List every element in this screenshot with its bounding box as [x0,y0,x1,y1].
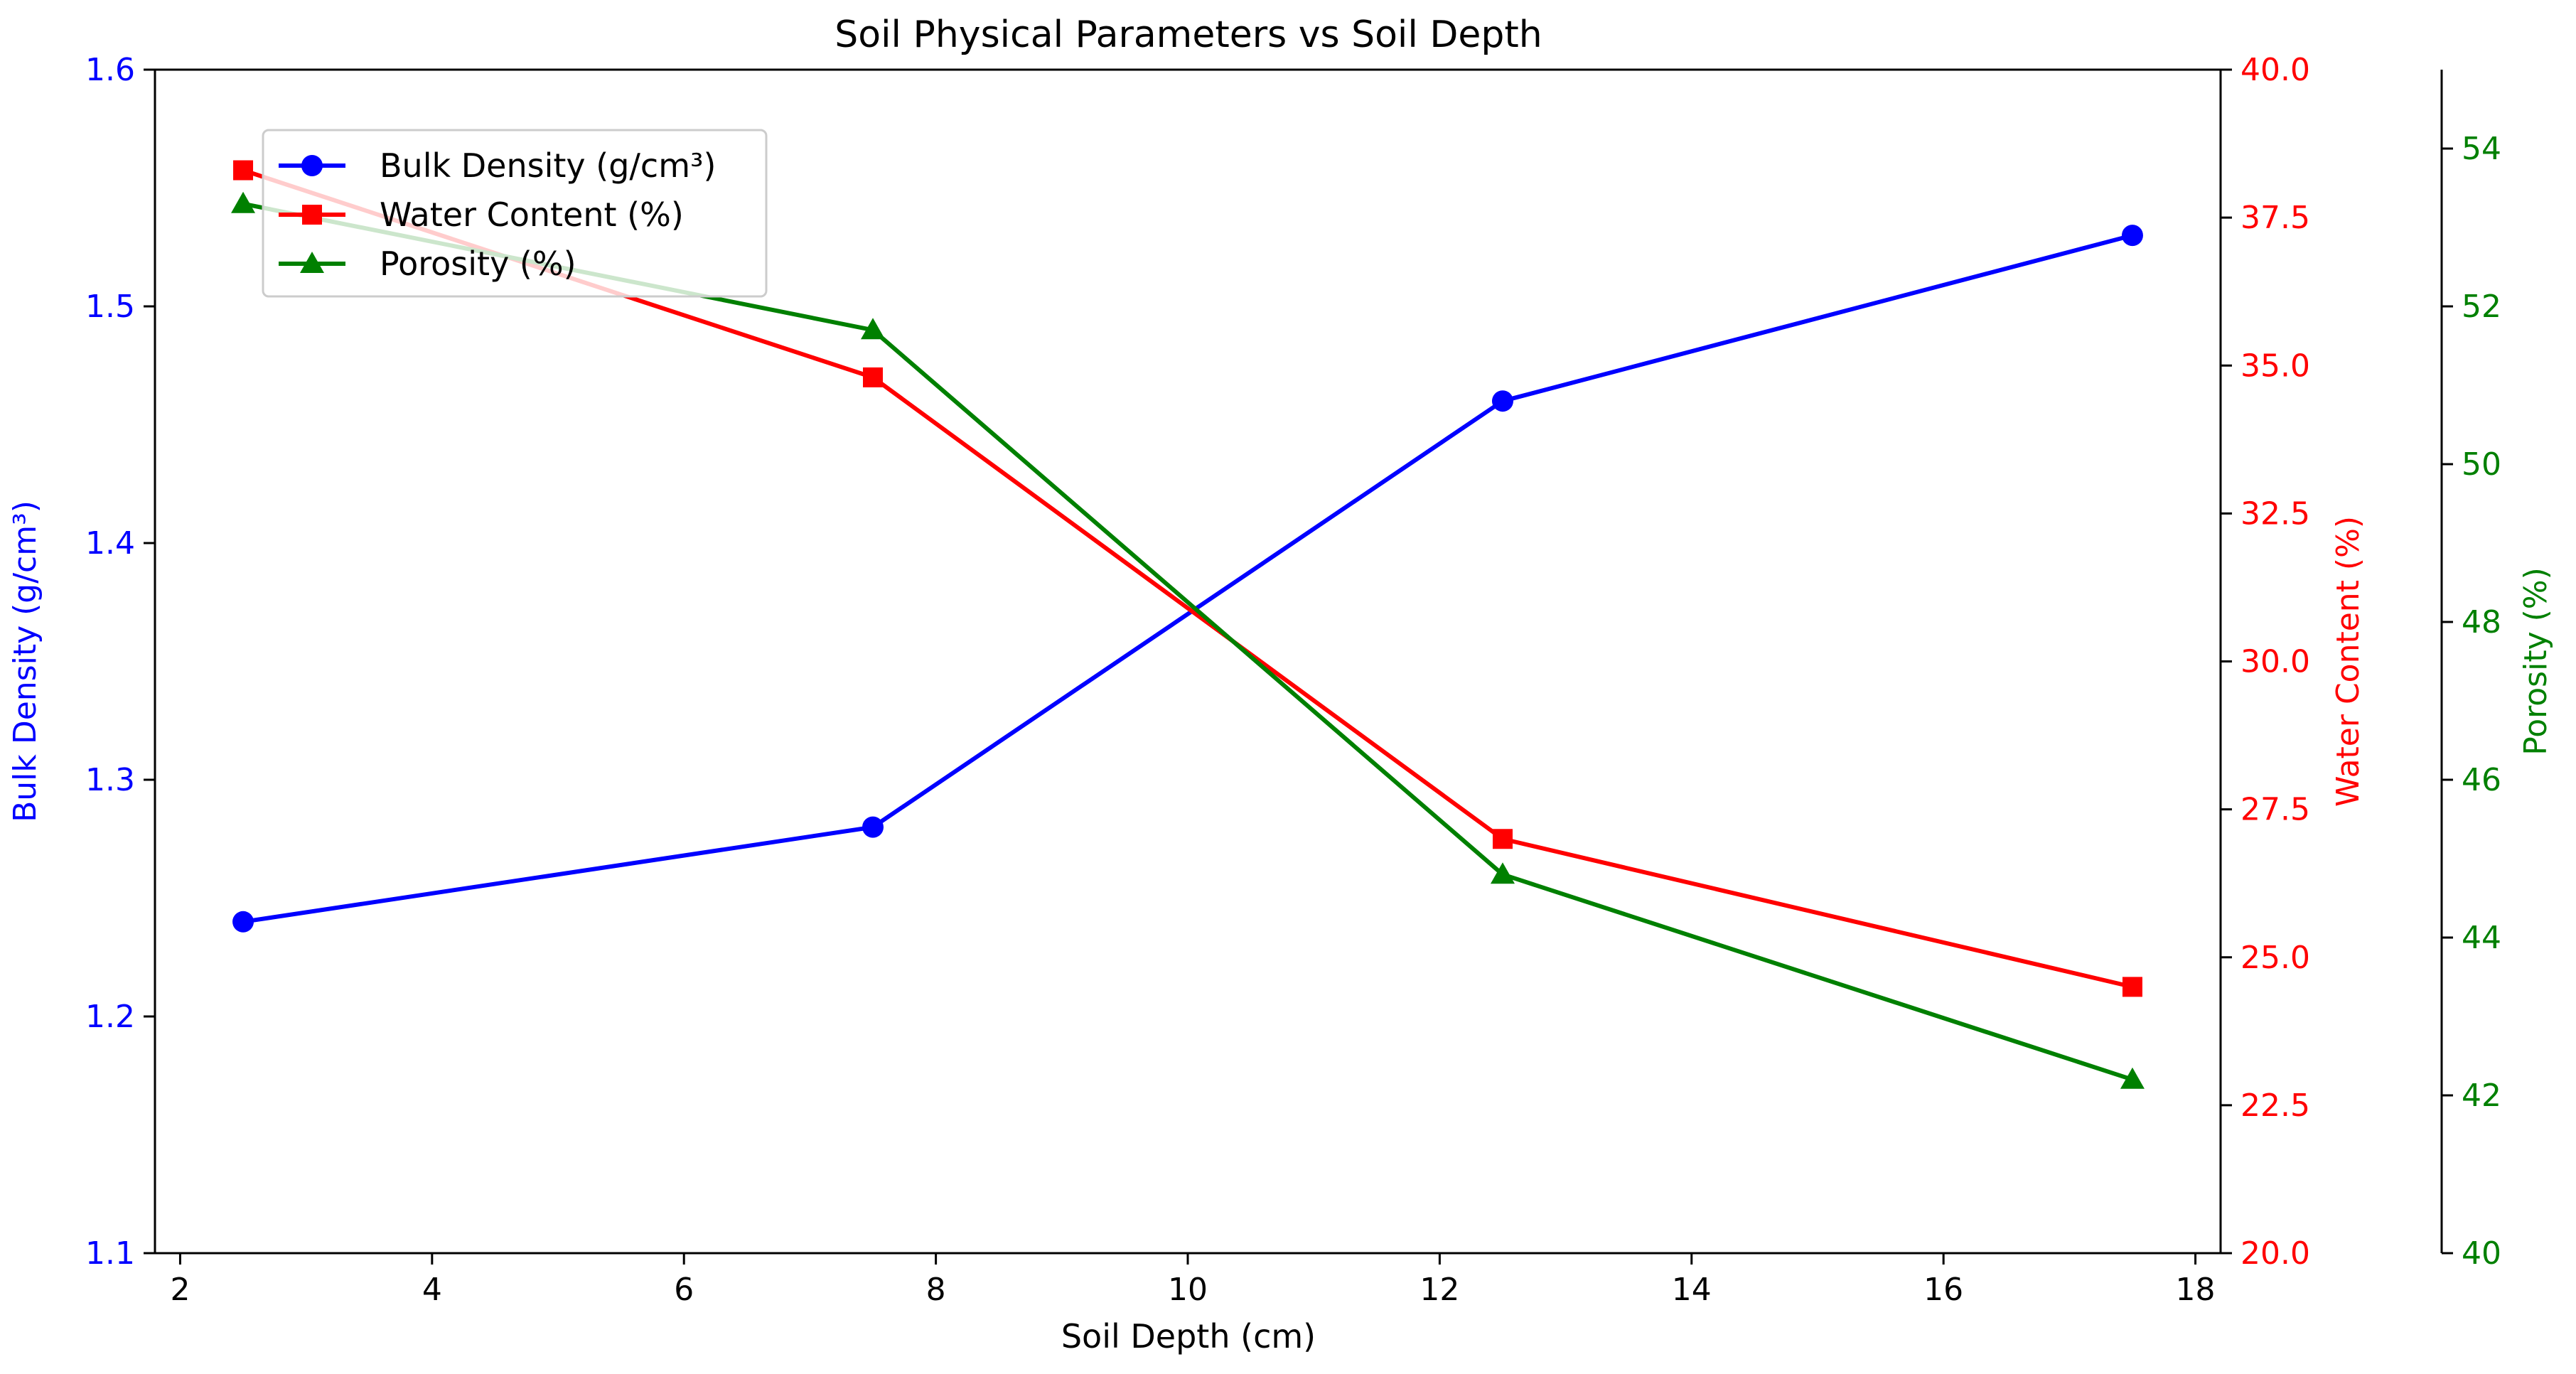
porosity-data-point [1490,862,1515,884]
water-tick-label: 37.5 [2240,200,2310,236]
legend-marker [302,205,322,225]
bulk-tick-label: 1.3 [85,762,135,798]
porosity-data-point [231,191,256,213]
water-axis-label: Water Content (%) [2330,516,2366,807]
legend: Bulk Density (g/cm³) Water Content (%) Por… [262,129,768,298]
x-tick-label: 10 [1168,1272,1208,1308]
x-tick-label: 8 [926,1272,946,1308]
bulk-data-point [1491,390,1513,412]
porosity-tick-label: 50 [2462,446,2501,483]
water-data-point [2122,977,2142,997]
bulk-data-point [2121,225,2143,247]
bulk-data-point [232,911,254,933]
legend-label: Porosity (%) [380,245,576,283]
bulk-tick-label: 1.1 [85,1235,135,1272]
legend-label: Bulk Density (g/cm³) [380,146,716,185]
x-tick-label: 2 [170,1272,190,1308]
x-tick-label: 18 [2176,1272,2216,1308]
porosity-tick-label: 48 [2462,604,2501,640]
x-tick-label: 4 [422,1272,442,1308]
porosity-data-point [2120,1067,2145,1089]
water-tick-label: 22.5 [2240,1088,2310,1124]
porosity-tick-label: 52 [2462,289,2501,325]
water-data-point [1492,829,1513,849]
bulk-tick-label: 1.4 [85,525,135,562]
x-tick-label: 16 [1923,1272,1963,1308]
bulk-tick-label: 1.2 [85,999,135,1035]
water-tick-label: 32.5 [2240,495,2310,532]
porosity-data-point [861,318,886,340]
water-data-point [863,367,884,387]
legend-box [262,129,768,298]
water-tick-label: 27.5 [2240,792,2310,828]
bulk-axis-label: Bulk Density (g/cm³) [7,500,43,822]
water-tick-label: 20.0 [2240,1235,2310,1272]
water-data-point [233,160,254,181]
bulk-tick-label: 1.6 [85,52,135,88]
x-tick-label: 6 [674,1272,694,1308]
water-tick-label: 35.0 [2240,348,2310,384]
porosity-tick-label: 40 [2462,1235,2501,1272]
porosity-tick-label: 46 [2462,762,2501,798]
x-axis-label: Soil Depth (cm) [1061,1317,1316,1356]
water-tick-label: 30.0 [2240,644,2310,680]
porosity-tick-label: 42 [2462,1078,2501,1114]
chart-title: Soil Physical Parameters vs Soil Depth [834,14,1542,56]
legend-marker [300,252,324,273]
bulk-data-point [862,816,884,838]
bulk-tick-label: 1.5 [85,289,135,325]
porosity-axis-label: Porosity (%) [2518,567,2554,756]
water-tick-label: 40.0 [2240,52,2310,88]
water-tick-label: 25.0 [2240,940,2310,976]
x-tick-label: 14 [1672,1272,1712,1308]
bulk-series-line [242,233,2133,924]
legend-marker [301,155,323,176]
x-tick-label: 12 [1420,1272,1459,1308]
porosity-tick-label: 54 [2462,131,2501,167]
legend-label: Water Content (%) [380,195,684,234]
porosity-tick-label: 44 [2462,920,2501,956]
